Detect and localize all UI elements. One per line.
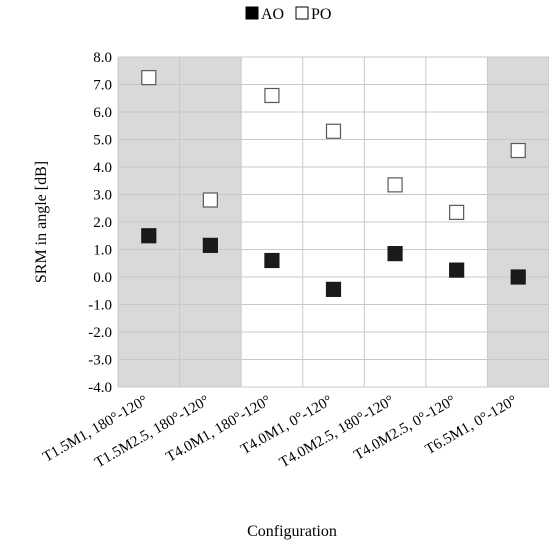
marker-po <box>510 142 526 159</box>
gridlines <box>117 56 549 388</box>
marker-po <box>141 70 157 86</box>
x-tick-label: T4.0M2.5, 0°-120° <box>351 393 458 464</box>
y-tick-label: -4.0 <box>88 380 112 396</box>
legend-marker <box>295 6 309 20</box>
y-tick-label: 2.0 <box>93 215 112 231</box>
marker-po <box>202 192 218 208</box>
marker-ao <box>141 228 157 244</box>
legend-label: PO <box>311 6 331 23</box>
x-tick-label: T1.5M2.5, 180°-120° <box>92 393 212 472</box>
y-axis-label: SRM in angle [dB] <box>33 161 50 283</box>
y-tick-label: 3.0 <box>93 188 112 204</box>
y-tick-label: 0.0 <box>93 270 112 286</box>
y-tick-label: 1.0 <box>93 243 112 259</box>
y-tick-label: 4.0 <box>93 160 112 176</box>
y-tick-label: 8.0 <box>93 50 112 66</box>
marker-ao <box>510 269 526 285</box>
x-tick-label: T4.0M1, 180°-120° <box>164 393 274 466</box>
y-tick-label: 7.0 <box>93 78 112 94</box>
y-tick-label: 6.0 <box>93 105 112 121</box>
x-tick-label: T4.0M2.5, 180°-120° <box>277 393 397 472</box>
x-tick-labels: T1.5M1, 180°-120°T1.5M2.5, 180°-120°T4.0… <box>40 393 520 472</box>
legend: AO PO <box>245 6 331 23</box>
marker-ao <box>264 252 280 269</box>
y-tick-label: 5.0 <box>93 133 112 149</box>
y-tick-labels: -4.0 -3.0 -2.0 -1.0 0.0 1.0 2.0 3.0 4.0 5.0 6.0 7.0… <box>88 50 112 396</box>
y-tick-label: -3.0 <box>88 353 112 369</box>
marker-ao <box>387 246 403 262</box>
marker-ao <box>325 281 342 297</box>
marker-ao <box>449 262 465 278</box>
marker-po <box>387 177 403 193</box>
marker-ao <box>202 237 218 253</box>
marker-po <box>264 87 280 104</box>
data-markers <box>141 70 526 297</box>
marker-po <box>325 123 342 139</box>
y-tick-label: -1.0 <box>88 298 112 314</box>
y-tick-label: -2.0 <box>88 325 112 341</box>
marker-po <box>449 204 465 220</box>
x-axis-label: Configuration <box>247 523 337 540</box>
legend-marker <box>245 6 259 20</box>
legend-label: AO <box>261 6 284 23</box>
